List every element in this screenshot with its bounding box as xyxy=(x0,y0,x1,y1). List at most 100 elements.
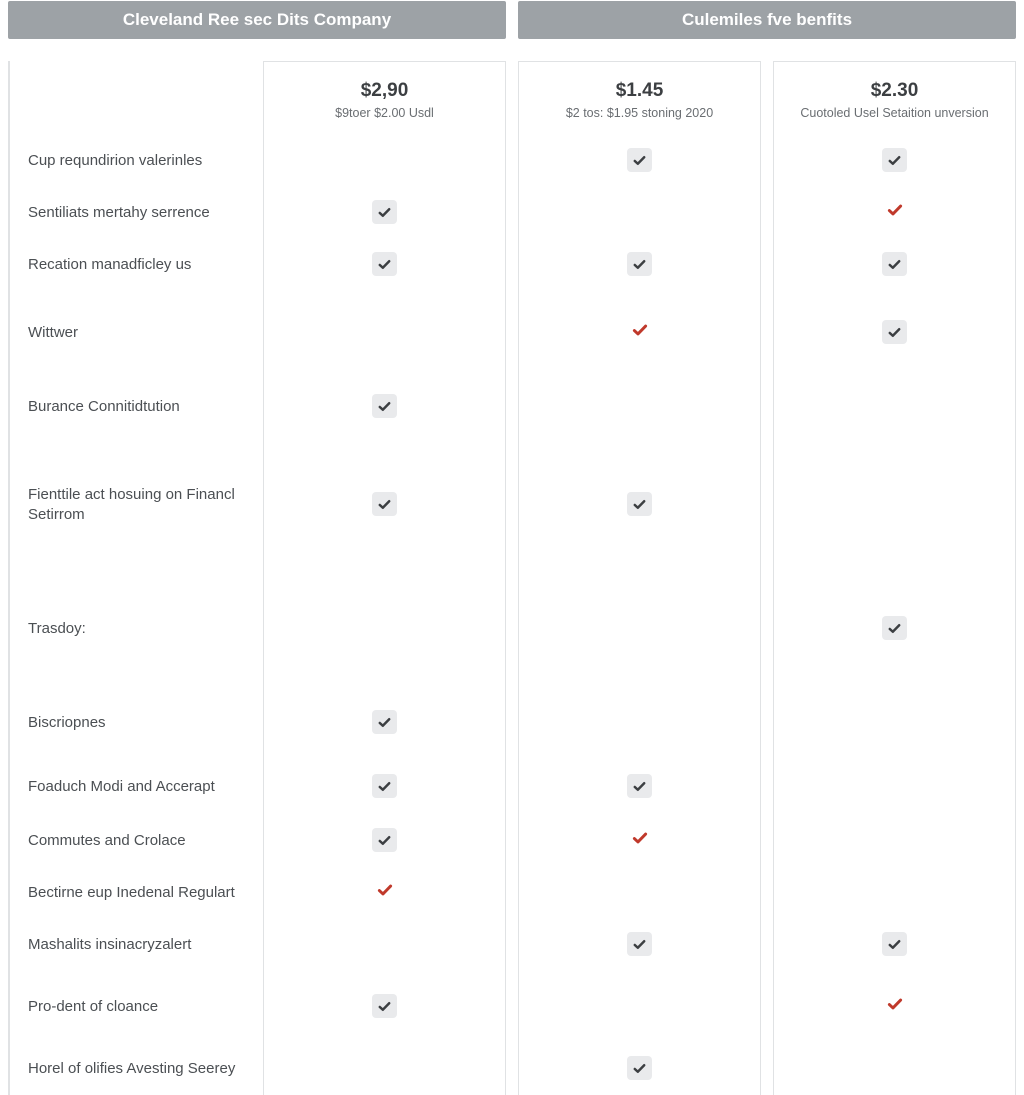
table-row xyxy=(774,134,1015,186)
check-icon xyxy=(627,774,652,798)
table-row xyxy=(519,570,760,686)
check-icon xyxy=(372,492,397,516)
check-icon xyxy=(372,252,397,276)
table-row xyxy=(774,374,1015,438)
check-icon xyxy=(886,995,904,1018)
table-row xyxy=(264,866,505,918)
table-row xyxy=(519,866,760,918)
feature-cell xyxy=(774,148,1015,172)
table-row xyxy=(519,438,760,570)
feature-cell xyxy=(774,201,1015,224)
plan-price: $2,90 xyxy=(272,80,497,102)
feature-cell xyxy=(519,932,760,956)
table-row xyxy=(264,186,505,238)
table-row xyxy=(264,374,505,438)
table-row xyxy=(264,290,505,374)
plan-header-3: $2.30 Cuotoled Usel Setaition unversion xyxy=(774,61,1015,134)
table-row xyxy=(519,186,760,238)
feature-labels-column: Cup requndirion valerinlesSentiliats mer… xyxy=(8,61,263,1095)
check-icon xyxy=(882,616,907,640)
table-row xyxy=(774,970,1015,1042)
feature-cell xyxy=(264,252,505,276)
table-row xyxy=(264,134,505,186)
plan-subtext: $2 tos: $1.95 stoning 2020 xyxy=(527,106,752,120)
feature-cell xyxy=(519,774,760,798)
feature-label: Fienttile act hosuing on Financl Setirro… xyxy=(10,439,263,571)
table-row xyxy=(774,186,1015,238)
table-row xyxy=(264,238,505,290)
feature-label: Sentiliats mertahy serrence xyxy=(10,187,263,239)
check-icon xyxy=(627,1056,652,1080)
check-icon xyxy=(372,394,397,418)
feature-label: Cup requndirion valerinles xyxy=(10,135,263,187)
table-row xyxy=(774,814,1015,866)
feature-cell xyxy=(264,774,505,798)
table-row xyxy=(264,758,505,814)
feature-cell xyxy=(774,320,1015,344)
feature-cell xyxy=(519,252,760,276)
feature-cell xyxy=(264,994,505,1018)
check-icon xyxy=(627,148,652,172)
table-row xyxy=(264,1042,505,1094)
plan-column-2: $1.45 $2 tos: $1.95 stoning 2020 xyxy=(518,61,761,1095)
feature-label: Horel of olifies Avesting Seerey xyxy=(10,1043,263,1095)
table-row xyxy=(519,686,760,758)
feature-cell xyxy=(519,492,760,516)
table-row xyxy=(519,134,760,186)
table-row xyxy=(264,570,505,686)
feature-cell xyxy=(519,148,760,172)
table-row xyxy=(519,290,760,374)
check-icon xyxy=(627,492,652,516)
plan-column-3: $2.30 Cuotoled Usel Setaition unversion xyxy=(773,61,1016,1095)
check-icon xyxy=(627,252,652,276)
table-row xyxy=(519,970,760,1042)
plan-price: $2.30 xyxy=(782,80,1007,102)
table-row xyxy=(774,686,1015,758)
table-row xyxy=(774,918,1015,970)
table-row xyxy=(774,758,1015,814)
feature-label: Pro-dent of cloance xyxy=(10,971,263,1043)
check-icon xyxy=(372,710,397,734)
table-row xyxy=(519,814,760,866)
feature-cell xyxy=(774,252,1015,276)
comparison-table: Cup requndirion valerinlesSentiliats mer… xyxy=(0,61,1024,1095)
check-icon xyxy=(631,321,649,344)
feature-cell xyxy=(264,881,505,904)
feature-label: Burance Connitidtution xyxy=(10,375,263,439)
feature-cell xyxy=(519,1056,760,1080)
table-row xyxy=(519,758,760,814)
check-icon xyxy=(376,881,394,904)
plan-subtext: $9toer $2.00 Usdl xyxy=(272,106,497,120)
check-icon xyxy=(627,932,652,956)
header-benefits: Culemiles fve benfits xyxy=(518,1,1016,39)
check-icon xyxy=(372,200,397,224)
feature-label: Mashalits insinacryzalert xyxy=(10,919,263,971)
feature-cell xyxy=(264,828,505,852)
plan-header-1: $2,90 $9toer $2.00 Usdl xyxy=(264,61,505,134)
table-row xyxy=(264,918,505,970)
check-icon xyxy=(372,994,397,1018)
feature-label: Commutes and Crolace xyxy=(10,815,263,867)
feature-label: Bectirne eup Inedenal Regulart xyxy=(10,867,263,919)
check-icon xyxy=(882,252,907,276)
table-row xyxy=(774,1042,1015,1094)
feature-cell xyxy=(774,932,1015,956)
table-row xyxy=(774,290,1015,374)
feature-cell xyxy=(519,829,760,852)
table-row xyxy=(774,438,1015,570)
feature-cell xyxy=(264,200,505,224)
check-icon xyxy=(886,201,904,224)
plan-column-1: $2,90 $9toer $2.00 Usdl xyxy=(263,61,506,1095)
table-row xyxy=(519,1042,760,1094)
feature-cell xyxy=(519,321,760,344)
check-icon xyxy=(631,829,649,852)
table-row xyxy=(519,918,760,970)
feature-label: Trasdoy: xyxy=(10,571,263,687)
feature-label: Recation manadficley us xyxy=(10,239,263,291)
feature-cell xyxy=(264,492,505,516)
check-icon xyxy=(882,148,907,172)
table-row xyxy=(519,374,760,438)
header-company: Cleveland Ree sec Dits Company xyxy=(8,1,506,39)
table-row xyxy=(519,238,760,290)
table-row xyxy=(774,570,1015,686)
